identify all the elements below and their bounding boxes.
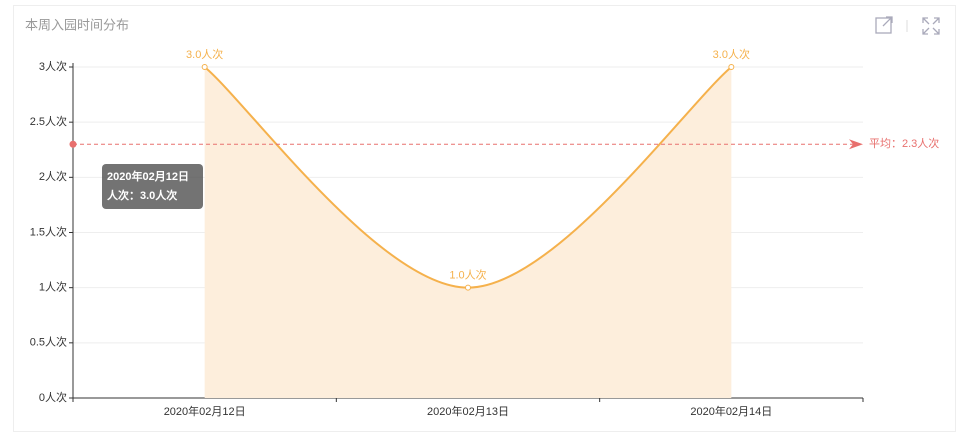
- data-label: 3.0人次: [186, 47, 223, 61]
- tooltip-text: 人次：3.0人次: [107, 188, 177, 202]
- average-start: [69, 140, 77, 148]
- tooltip-title: 2020年02月12日: [107, 169, 189, 183]
- y-tick-label: 3人次: [39, 59, 67, 73]
- point: [728, 64, 735, 70]
- data-label: 1.0人次: [449, 268, 486, 282]
- data-label: 3.0人次: [713, 47, 750, 61]
- y-tick-label: 0人次: [39, 390, 67, 404]
- x-tick-label: 2020年02月12日: [164, 404, 246, 418]
- y-tick-label: 0.5人次: [30, 335, 67, 349]
- export-icon[interactable]: [875, 16, 893, 34]
- fullscreen-icon[interactable]: [922, 17, 940, 35]
- x-tick-label: 2020年02月13日: [427, 404, 509, 418]
- x-tick-label: 2020年02月14日: [690, 404, 772, 418]
- area: [204, 67, 732, 398]
- y-tick-label: 2人次: [39, 169, 67, 183]
- chart-title: 本周入园时间分布: [25, 17, 129, 32]
- point: [465, 284, 471, 291]
- y-tick-label: 2.5人次: [30, 114, 67, 128]
- point: [201, 64, 208, 70]
- y-tick-label: 1.5人次: [30, 224, 67, 238]
- average-arrow: [849, 139, 863, 150]
- y-tick-label: 1人次: [39, 280, 67, 294]
- tooltip-box: [102, 164, 203, 209]
- average-label: 平均：2.3人次: [869, 136, 939, 150]
